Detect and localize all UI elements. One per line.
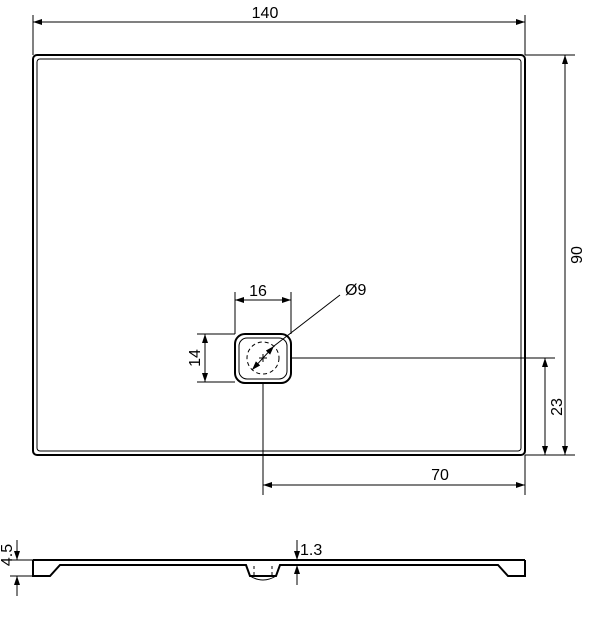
diameter-leader bbox=[252, 346, 274, 370]
dim-width: 140 bbox=[252, 5, 279, 22]
dim-4-5: 4.5 bbox=[0, 544, 16, 566]
side-view: 1.3 4.5 bbox=[0, 540, 525, 596]
dim-14: 14 bbox=[187, 349, 204, 367]
dim-16: 16 bbox=[249, 283, 267, 300]
dim-diameter: Ø9 bbox=[345, 282, 366, 299]
dim-1-3: 1.3 bbox=[300, 542, 322, 559]
tray-outline bbox=[33, 55, 525, 455]
technical-drawing: Ø9 140 90 23 70 16 14 1.3 bbox=[0, 0, 590, 620]
dim-23: 23 bbox=[549, 398, 566, 416]
dim-70: 70 bbox=[431, 467, 449, 484]
tray-inner bbox=[37, 59, 521, 451]
dim-height: 90 bbox=[569, 246, 586, 264]
